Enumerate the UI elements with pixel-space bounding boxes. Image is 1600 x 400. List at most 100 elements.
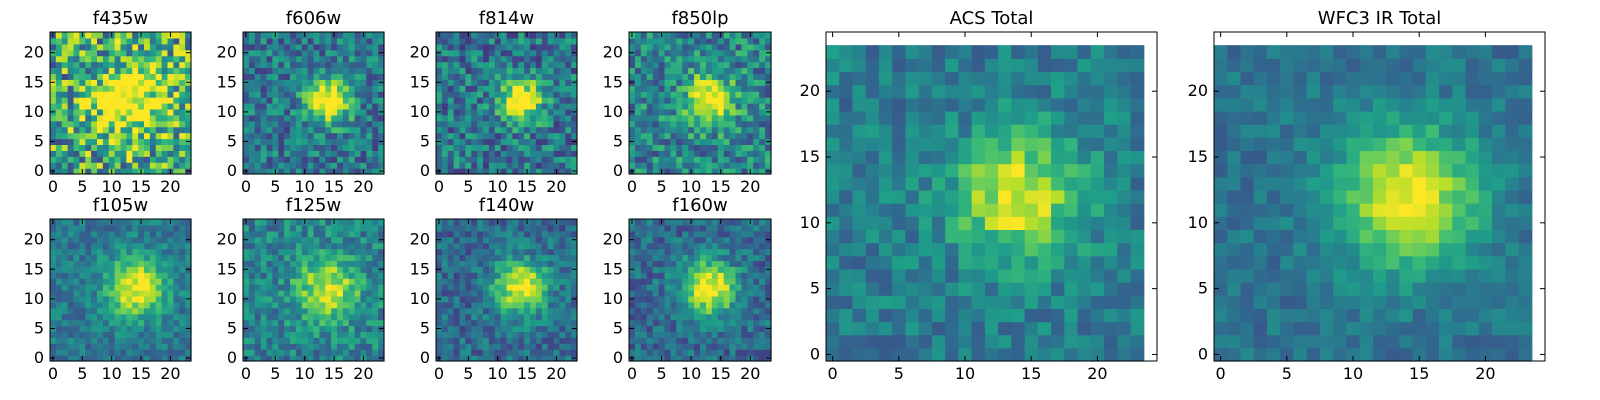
heatmap-cell [658,248,666,256]
heatmap-cell [759,108,766,116]
heatmap-cell [483,331,490,338]
heatmap-cell [688,343,695,350]
heatmap-cell [634,97,642,104]
heatmap-cell [447,156,455,163]
heatmap-cell [313,325,320,333]
heatmap-cell [664,278,672,285]
heatmap-cell [524,43,531,51]
heatmap-cell [765,242,772,250]
heatmap-cell [173,126,180,134]
heatmap-cell [682,108,689,116]
heatmap-cell [138,284,145,291]
heatmap-cell [571,248,578,256]
heatmap-cell [535,150,543,157]
heatmap-cell [711,55,719,63]
heatmap-cell [717,79,725,86]
heatmap-cell [518,61,525,69]
heatmap-cell [102,150,110,157]
heatmap-cell [530,156,537,163]
heatmap-cell [185,254,192,262]
heatmap-cell [723,301,731,309]
heatmap-cell [319,32,326,39]
heatmap-cell [337,37,344,45]
heatmap-cell [102,144,110,151]
heatmap-cell [547,272,555,279]
heatmap-cell [747,73,754,80]
heatmap-cell [682,236,689,244]
heatmap-cell [378,248,385,256]
heatmap-cell [878,282,893,296]
heatmap-cell [138,108,145,116]
heatmap-cell [331,37,338,45]
heatmap-cell [50,331,57,338]
heatmap-cell [260,290,268,297]
y-tick-label: 0 [613,348,623,367]
heatmap-cell [741,313,748,321]
heatmap-cell [67,313,75,321]
heatmap-cell [354,325,362,333]
heatmap-cell [441,290,449,297]
heatmap-cell [325,79,332,86]
heatmap-cell [717,343,725,350]
heatmap-cell [753,108,760,116]
heatmap-cell [254,73,262,80]
heatmap-cell [530,313,537,321]
heatmap-cell [664,114,672,122]
heatmap-cell [664,343,672,350]
heatmap-cell [717,138,725,146]
heatmap-cell [301,295,309,303]
heatmap-cell [155,132,163,140]
heatmap-cell [518,307,525,315]
heatmap-cell [640,91,648,98]
heatmap-cell [705,150,713,157]
heatmap-cell [97,114,104,122]
heatmap-cell [705,307,713,315]
heatmap-cell [729,138,737,146]
heatmap-cell [483,260,490,267]
heatmap-cell [61,337,69,344]
heatmap-cell [126,85,133,92]
heatmap-cell [729,230,737,238]
heatmap-cell [682,248,689,256]
y-tick-label: 15 [24,259,44,278]
heatmap-cell [167,67,174,75]
heatmap-cell [694,55,701,63]
heatmap-cell [711,337,719,344]
heatmap-cell [711,272,719,279]
heatmap-cell [483,290,490,297]
heatmap-cell [248,319,256,327]
heatmap-cell [278,337,285,344]
heatmap-cell [465,313,472,321]
heatmap-cell [747,103,754,110]
heatmap-cell [266,43,273,51]
heatmap-cell [524,313,531,321]
heatmap-cell [524,61,531,69]
heatmap-cell [670,224,677,232]
heatmap-cell [753,307,760,315]
heatmap-cell [931,347,946,362]
heatmap-cell [735,144,743,151]
heatmap-cell [652,97,660,104]
heatmap-cell [729,331,737,338]
axes-frame [628,218,772,362]
heatmap-cell [512,236,519,244]
heatmap-cell [266,355,273,362]
heatmap-cell [694,91,701,98]
heatmap-cell [483,55,490,63]
heatmap-cell [313,150,320,157]
heatmap-cell [372,168,379,175]
heatmap-cell [348,67,356,75]
heatmap-cell [559,319,566,327]
heatmap-cell [114,132,122,140]
heatmap-cell [319,272,326,279]
heatmap-cell [278,132,285,140]
heatmap-cell [640,97,648,104]
heatmap-cell [735,254,743,262]
heatmap-cell [640,85,648,92]
heatmap-cell [553,43,560,51]
heatmap-cell [658,325,666,333]
heatmap-cell [741,337,748,344]
heatmap-cell [155,307,163,315]
heatmap-cell [295,150,303,157]
heatmap-cell [700,266,707,273]
